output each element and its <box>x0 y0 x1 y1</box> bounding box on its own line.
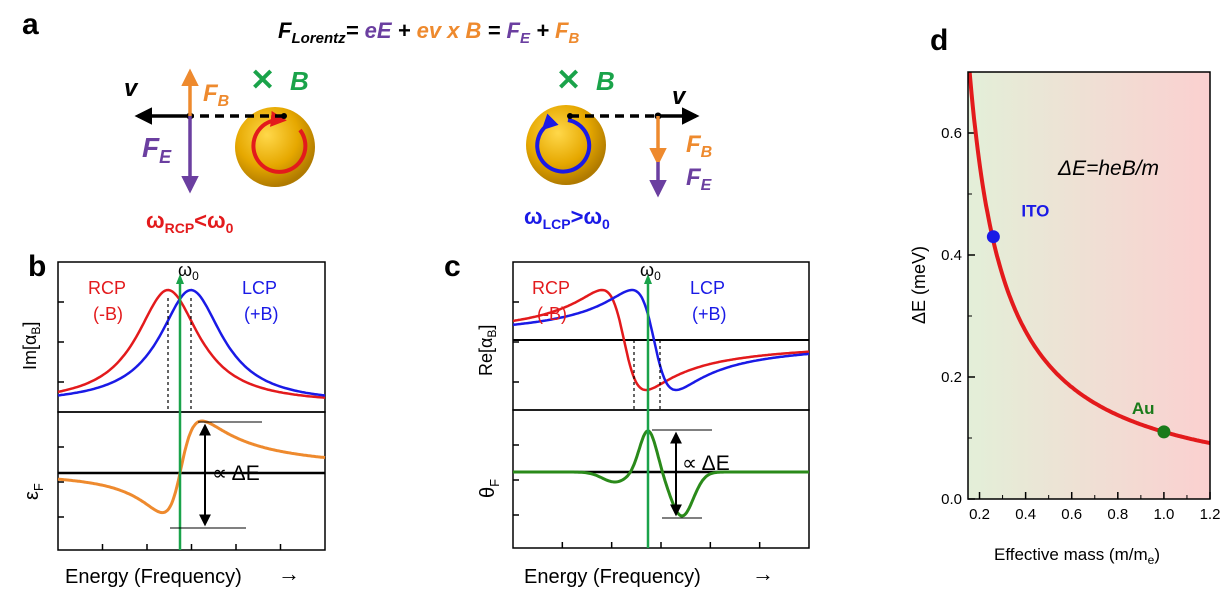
panel-c-ylabel-bottom: θF <box>477 479 502 498</box>
rcp-frequency-relation: ωRCP<ω0 <box>146 208 234 236</box>
chart-annotation-formula: ΔE=heB/m <box>1057 157 1159 180</box>
eq-F: F <box>278 18 292 43</box>
lcp-center-dot <box>567 113 573 119</box>
panel-c-lcp-label: LCP <box>690 278 725 298</box>
panel-b-ylabel-bottom: εF <box>21 483 46 500</box>
eq-FE-sub: E <box>520 30 531 47</box>
x-tick-label: 0.8 <box>1107 506 1128 523</box>
lcp-b-cross-icon: ✕ <box>556 64 581 97</box>
panel-c-xlabel-arrow: → <box>752 561 774 586</box>
panel-c-lcp-field: (+B) <box>692 304 727 324</box>
panel-c-proportional-label: ∝ ΔE <box>682 452 730 475</box>
y-tick-label: 0.2 <box>941 369 962 386</box>
panel-b-lcp-curve <box>57 288 326 397</box>
lcp-rotation-arrow <box>535 113 592 174</box>
effective-mass-chart: 0.2 0.4 0.6 0.8 1.0 1.2 0.0 0.2 0.4 0.6 ITO Au ΔE=… <box>909 71 1220 567</box>
panel-label-a: a <box>22 8 39 41</box>
eq-plus-1: + <box>392 18 417 43</box>
panel-c-plot: ∝ ΔE RCP (-B) LCP (+B) ω0 Re[αB] θF Ener… <box>476 260 810 588</box>
panel-c-lcp-curve <box>512 288 810 392</box>
point-label-ito: ITO <box>1021 202 1049 221</box>
point-ito <box>986 230 1000 244</box>
rcp-rotation-arrow <box>251 110 308 174</box>
eq-lorentz-sub: Lorentz <box>291 30 346 47</box>
panel-label-b: b <box>28 250 46 283</box>
eq-evxB: ev x B <box>417 18 482 43</box>
panel-c-omega0-arrowhead <box>644 274 652 284</box>
rcp-particle-diagram: v FB FE ✕ B ωRCP<ω0 <box>124 64 315 236</box>
rcp-fb-label: FB <box>203 80 229 110</box>
panel-c-rcp-curve <box>512 288 810 392</box>
point-au <box>1157 425 1171 439</box>
eq-FE: F <box>507 18 521 43</box>
panel-b-ticks <box>58 301 282 550</box>
lcp-b-label: B <box>596 66 615 96</box>
lcp-fe-label: FE <box>686 164 713 194</box>
panel-b-rcp-label: RCP <box>88 278 126 298</box>
rcp-fe-label: FE <box>142 132 172 167</box>
x-tick-label: 0.4 <box>1015 506 1036 523</box>
panel-c-ticks <box>513 301 761 548</box>
panel-b-lcp-field: (+B) <box>244 304 279 324</box>
chart-ylabel: ΔE (meV) <box>909 246 929 324</box>
chart-xlabel: Effective mass (m/me) <box>994 545 1160 567</box>
panel-b-proportional-label: ∝ ΔE <box>212 462 260 485</box>
chart-ticks: 0.2 0.4 0.6 0.8 1.0 1.2 0.0 0.2 0.4 0.6 <box>941 125 1220 523</box>
chart-points: ITO Au <box>986 202 1171 439</box>
panel-c-omega0-label: ω0 <box>640 260 661 283</box>
panel-b-rcp-curve <box>57 288 326 399</box>
panel-label-d: d <box>930 24 948 57</box>
lcp-particle-diagram: v FB FE ✕ B ωLCP>ω0 <box>524 64 713 232</box>
eq-equals-2: = <box>481 18 506 43</box>
panel-b-xlabel: Energy (Frequency) <box>65 566 242 588</box>
panel-b-omega0-arrowhead <box>176 274 184 284</box>
eq-FB: F <box>555 18 569 43</box>
panel-b-epsilon-curve <box>57 419 326 515</box>
panel-b-omega0-label: ω0 <box>178 260 199 283</box>
panel-b-lcp-label: LCP <box>242 278 277 298</box>
panel-b-plot: ∝ ΔE RCP (-B) LCP (+B) ω0 Im[αB] εF Ener… <box>20 260 326 588</box>
panel-c-xlabel: Energy (Frequency) <box>524 566 701 588</box>
panel-c-rcp-field: (-B) <box>537 304 567 324</box>
panel-b-rcp-field: (-B) <box>93 304 123 324</box>
y-tick-label: 0.4 <box>941 247 962 264</box>
eq-equals-1: = <box>346 18 365 43</box>
lcp-fb-label: FB <box>686 131 712 161</box>
lorentz-equation: FLorentz= eE + ev x B = FE + FB <box>278 18 580 47</box>
lcp-frequency-relation: ωLCP>ω0 <box>524 204 610 232</box>
x-tick-label: 1.0 <box>1153 506 1174 523</box>
panel-c-bottom-frame <box>512 409 810 549</box>
rcp-center-dot <box>281 113 287 119</box>
x-tick-label: 1.2 <box>1200 506 1221 523</box>
panel-b-ylabel-top: Im[αB] <box>20 322 43 370</box>
x-tick-label: 0.2 <box>969 506 990 523</box>
x-tick-label: 0.6 <box>1061 506 1082 523</box>
panel-c-theta-curve <box>513 429 809 518</box>
eq-FB-sub: B <box>569 30 580 47</box>
panel-label-c: c <box>444 250 461 283</box>
point-label-au: Au <box>1132 399 1155 418</box>
y-tick-label: 0.6 <box>941 125 962 142</box>
panel-c-rcp-label: RCP <box>532 278 570 298</box>
rcp-v-label: v <box>124 75 139 102</box>
chart-frame <box>967 71 1211 500</box>
chart-background <box>968 72 1210 499</box>
eq-plus-2: + <box>530 18 555 43</box>
eq-eE: eE <box>365 18 393 43</box>
rcp-b-cross-icon: ✕ <box>250 64 275 97</box>
lcp-v-label: v <box>672 83 687 110</box>
panel-c-ylabel-top: Re[αB] <box>476 325 499 376</box>
panel-b-xlabel-arrow: → <box>278 561 300 586</box>
y-tick-label: 0.0 <box>941 491 962 508</box>
rcp-b-label: B <box>290 66 309 96</box>
